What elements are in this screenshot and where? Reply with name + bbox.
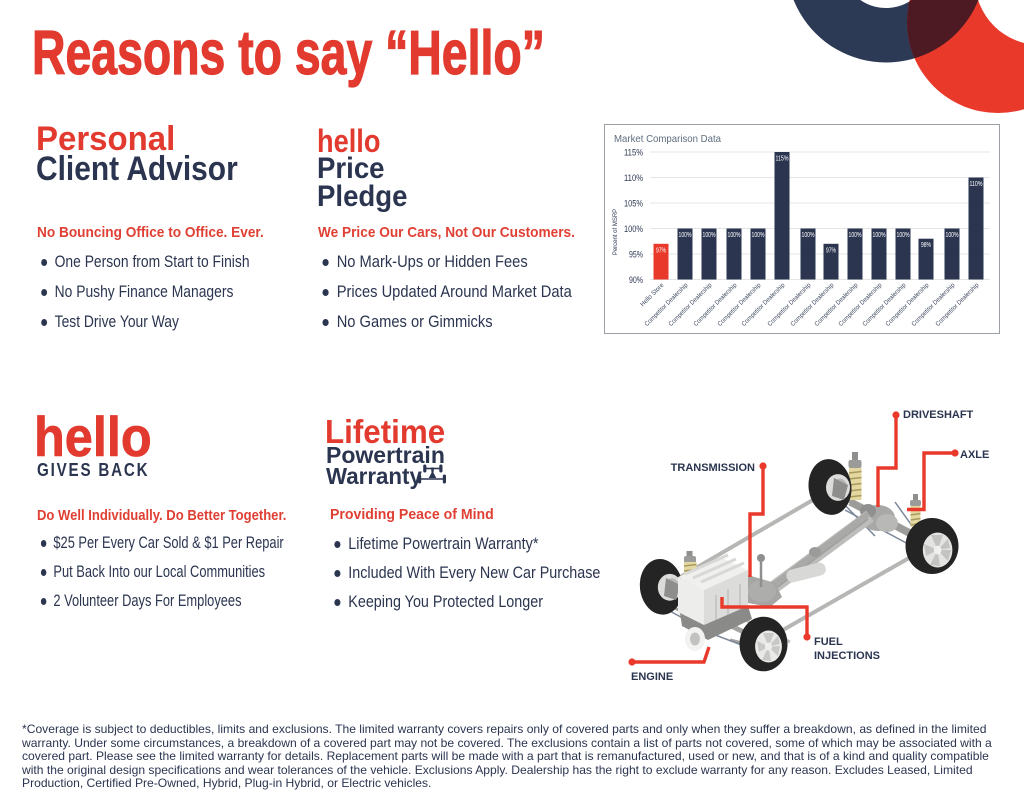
svg-text:TRANSMISSION: TRANSMISSION — [671, 462, 755, 474]
svg-text:97%: 97% — [656, 247, 666, 254]
svg-text:100%: 100% — [728, 232, 741, 239]
svg-text:90%: 90% — [629, 275, 643, 285]
svg-text:97%: 97% — [826, 247, 836, 254]
svg-text:DRIVESHAFT: DRIVESHAFT — [903, 409, 974, 421]
svg-text:100%: 100% — [752, 232, 765, 239]
svg-text:115%: 115% — [624, 148, 643, 158]
svg-text:110%: 110% — [970, 181, 983, 188]
svg-text:98%: 98% — [921, 242, 931, 249]
svg-text:100%: 100% — [802, 232, 815, 239]
svg-text:95%: 95% — [629, 250, 643, 260]
svg-text:FUEL: FUEL — [814, 636, 843, 648]
svg-text:100%: 100% — [624, 224, 643, 234]
svg-text:100%: 100% — [873, 232, 886, 239]
svg-text:100%: 100% — [849, 232, 862, 239]
svg-text:INJECTIONS: INJECTIONS — [814, 650, 880, 662]
svg-text:105%: 105% — [624, 199, 643, 209]
svg-text:ENGINE: ENGINE — [631, 671, 673, 683]
svg-text:115%: 115% — [776, 156, 789, 163]
svg-text:100%: 100% — [897, 232, 910, 239]
svg-text:100%: 100% — [679, 232, 692, 239]
svg-text:Percent of MSRP: Percent of MSRP — [613, 209, 619, 255]
svg-text:110%: 110% — [624, 173, 643, 183]
svg-text:AXLE: AXLE — [960, 449, 989, 461]
svg-text:100%: 100% — [946, 232, 959, 239]
svg-text:Market Comparison Data: Market Comparison Data — [614, 133, 721, 145]
svg-text:100%: 100% — [703, 232, 716, 239]
